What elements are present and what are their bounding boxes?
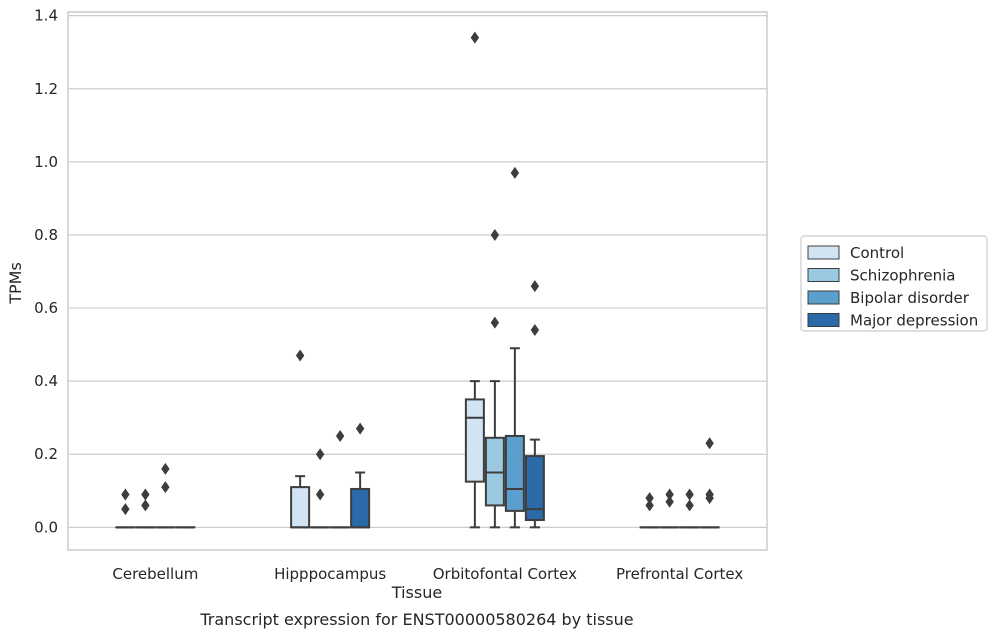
x-tick-label: Orbitofontal Cortex [433, 565, 577, 583]
series-schizophrenia [135, 228, 680, 529]
outlier-point [645, 499, 654, 512]
y-tick-label: 0.2 [34, 445, 58, 463]
legend-swatch [807, 290, 840, 305]
x-tick-label: Hipppocampus [274, 565, 386, 583]
box [484, 228, 505, 529]
box [155, 462, 176, 529]
box-iqr [290, 486, 311, 529]
outlier-point [685, 488, 694, 501]
series-control [115, 31, 660, 529]
outlier-point [315, 488, 325, 501]
series-major-depression [175, 280, 720, 529]
outlier-point [490, 316, 500, 329]
box-iqr [350, 487, 371, 529]
outlier-point [705, 437, 714, 450]
y-axis-ticks: 0.0 0.2 0.4 0.6 0.8 1.0 1.2 1.4 [34, 7, 58, 537]
box [699, 437, 720, 529]
y-tick-label: 0.6 [34, 299, 58, 317]
outlier-point [121, 503, 130, 516]
outlier-point [510, 166, 520, 179]
box [679, 488, 700, 529]
chart-caption: Transcript expression for ENST0000058026… [199, 610, 633, 629]
box-iqr [464, 398, 485, 483]
y-axis-label: TPMs [6, 262, 25, 305]
outlier-point [335, 429, 345, 442]
y-tick-label: 1.4 [34, 7, 58, 25]
outlier-point [490, 228, 500, 241]
legend-box [800, 235, 988, 332]
box [135, 488, 156, 529]
box [115, 488, 136, 529]
box [350, 422, 371, 529]
plot-area-frame [67, 11, 768, 551]
outlier-point [161, 462, 170, 475]
outlier-point [685, 499, 694, 512]
y-tick-label: 1.2 [34, 80, 58, 98]
outlier-point [141, 499, 150, 512]
box [310, 448, 331, 529]
y-tick-label: 0.0 [34, 518, 58, 536]
x-tick-label: Cerebellum [112, 565, 198, 583]
box [290, 349, 311, 529]
outlier-point [665, 495, 674, 508]
legend-swatch [807, 245, 840, 260]
outlier-point [295, 349, 305, 362]
x-tick-label: Prefrontal Cortex [616, 565, 743, 583]
box [504, 166, 525, 529]
box [464, 31, 485, 529]
series-bipolar-disorder [155, 166, 700, 529]
legend-swatch [807, 268, 840, 282]
box [639, 492, 660, 529]
x-axis-label: Tissue [391, 583, 442, 602]
outlier-point [665, 488, 674, 501]
box [524, 280, 545, 529]
outlier-point [161, 481, 170, 494]
outlier-point [530, 280, 540, 293]
outlier-point [645, 492, 654, 505]
legend-label: Control [850, 244, 904, 262]
outlier-point [315, 448, 325, 461]
outlier-point [530, 323, 540, 336]
legend-swatch [807, 313, 840, 327]
box [330, 429, 351, 529]
outlier-point [355, 422, 365, 435]
grid-lines [68, 15, 767, 528]
legend-label: Major depression [850, 312, 978, 330]
box-iqr [524, 455, 545, 522]
outlier-point [141, 488, 150, 501]
y-tick-label: 0.4 [34, 372, 58, 390]
y-tick-label: 1.0 [34, 153, 58, 171]
box [659, 488, 680, 529]
box-series [115, 31, 720, 529]
legend: Control Schizophrenia Bipolar disorder Majo… [800, 235, 988, 332]
outlier-point [705, 488, 714, 501]
legend-label: Bipolar disorder [850, 289, 970, 307]
legend-label: Schizophrenia [850, 267, 955, 285]
y-tick-label: 0.8 [34, 226, 58, 244]
box-iqr [504, 434, 525, 512]
x-axis-ticks: Cerebellum Hipppocampus Orbitofontal Corte… [112, 565, 743, 583]
outlier-point [121, 488, 130, 501]
outlier-point [470, 31, 480, 44]
